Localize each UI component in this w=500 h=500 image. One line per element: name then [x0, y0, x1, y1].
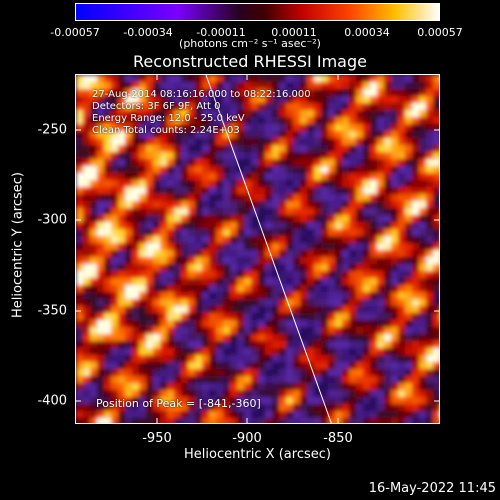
y-tick-label: -300	[37, 212, 67, 228]
plot-timestamp: 16-May-2022 11:45	[368, 481, 496, 496]
limb-line	[205, 75, 332, 423]
colorbar-tick: -0.00011	[196, 26, 246, 39]
colorbar	[75, 3, 440, 21]
x-tick-label: -850	[323, 431, 353, 446]
y-tick-label: -350	[37, 303, 67, 319]
colorbar-tick: 0.00034	[344, 26, 390, 39]
info-time-range: 27-Aug-2014 08:16:16.000 to 08:22:16.000	[92, 89, 311, 100]
heatmap-canvas	[76, 75, 439, 423]
info-energy-range: Energy Range: 12.0 - 25.0 keV	[92, 113, 245, 124]
info-clean-counts: Clean Total counts: 2.24E+03	[92, 125, 240, 136]
colorbar-gradient	[76, 4, 439, 20]
y-tick-label: -250	[37, 122, 67, 138]
colorbar-tick: 0.00057	[417, 26, 463, 39]
colorbar-tick: 0.00011	[271, 26, 317, 39]
colorbar-units: (photons cm⁻² s⁻¹ asec⁻²)	[179, 37, 321, 50]
colorbar-tick: -0.00034	[123, 26, 173, 39]
image-title: Reconstructed RHESSI Image	[133, 52, 367, 71]
y-axis-label: Heliocentric Y (arcsec)	[10, 172, 26, 318]
x-axis-label: Heliocentric X (arcsec)	[184, 447, 331, 462]
y-tick-label: -400	[37, 393, 67, 409]
colorbar-tick: -0.00057	[50, 26, 100, 39]
x-tick-label: -950	[142, 431, 172, 446]
x-tick-label: -900	[232, 431, 262, 446]
info-detectors: Detectors: 3F 6F 9F, Att 0	[92, 101, 221, 112]
rhessi-image: 27-Aug-2014 08:16:16.000 to 08:22:16.000…	[75, 74, 440, 424]
peak-position: Position of Peak = [-841,-360]	[96, 397, 261, 410]
